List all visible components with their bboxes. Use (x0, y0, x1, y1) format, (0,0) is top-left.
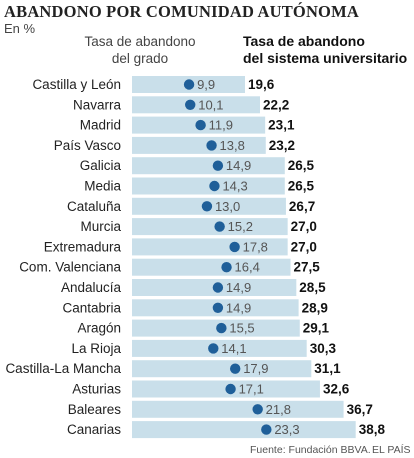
system-rate-label: 30,3 (310, 341, 337, 356)
row-label: Cantabria (62, 300, 121, 315)
publisher-credit: EL PAÍS (372, 444, 411, 456)
grade-rate-label: 15,2 (228, 219, 253, 234)
row-label: Murcia (80, 219, 121, 234)
system-rate-label: 26,7 (289, 199, 315, 214)
row-label: Aragón (77, 321, 121, 336)
row-label: Media (84, 179, 121, 194)
dot-grade-rate (216, 322, 227, 334)
bar-system-rate (132, 360, 312, 378)
grade-rate-label: 15,5 (229, 321, 254, 336)
row-label: Andalucía (61, 280, 122, 295)
bar-system-rate (132, 400, 344, 418)
dot-grade-rate (252, 404, 263, 415)
legend-system-line2: del sistema universitario (243, 50, 408, 66)
bar-system-rate (132, 258, 291, 276)
dot-grade-rate (221, 262, 232, 273)
system-rate-label: 23,2 (269, 138, 295, 153)
dot-grade-rate (212, 302, 224, 313)
system-rate-label: 38,8 (359, 422, 386, 437)
bar-system-rate (132, 96, 260, 114)
bar-system-rate (132, 339, 307, 357)
grade-rate-label: 14,9 (226, 300, 251, 315)
grade-rate-label: 14,1 (221, 341, 246, 356)
grade-rate-label: 9,9 (197, 77, 215, 92)
bar-system-rate (132, 319, 300, 337)
grade-rate-label: 16,4 (235, 260, 260, 275)
grade-rate-label: 11,9 (209, 118, 233, 133)
grade-rate-label: 14,9 (226, 158, 251, 173)
dot-grade-rate (229, 363, 241, 374)
row-label: Galicia (80, 158, 122, 173)
grade-rate-label: 17,9 (243, 361, 268, 376)
grade-rate-label: 23,3 (274, 422, 299, 437)
system-rate-label: 32,6 (323, 382, 350, 397)
dot-grade-rate (208, 343, 219, 354)
legend-grade-line1: Tasa de abandono (84, 34, 196, 49)
row-label: Canarias (67, 422, 121, 437)
row-label: Navarra (73, 97, 122, 112)
row-label: Asturias (72, 382, 121, 397)
dot-grade-rate (261, 424, 272, 435)
dot-grade-rate (183, 79, 195, 90)
bar-system-rate (132, 238, 288, 256)
row-label: Castilla-La Mancha (5, 361, 121, 376)
row-label: Baleares (68, 402, 122, 417)
bar-system-rate (132, 421, 356, 439)
dot-grade-rate (201, 201, 213, 212)
grade-rate-label: 17,8 (243, 239, 268, 254)
row-label: Com. Valenciana (19, 260, 121, 275)
grade-rate-label: 17,1 (239, 382, 264, 397)
system-rate-label: 22,2 (263, 97, 289, 112)
system-rate-label: 36,7 (347, 402, 373, 417)
dot-grade-rate (214, 221, 225, 232)
system-rate-label: 26,5 (288, 158, 315, 173)
system-rate-label: 31,1 (314, 361, 341, 376)
chart-title: ABANDONO POR COMUNIDAD AUTÓNOMA (4, 2, 359, 21)
dot-grade-rate (212, 282, 224, 293)
row-label: La Rioja (71, 341, 121, 356)
dot-grade-rate (209, 180, 220, 192)
system-rate-label: 19,6 (248, 77, 275, 92)
grade-rate-label: 14,3 (222, 179, 247, 194)
dot-grade-rate (206, 140, 217, 151)
source-note: Fuente: Fundación BBVA. (250, 444, 371, 456)
dot-grade-rate (225, 383, 236, 395)
legend-grade-rate: Tasa de abandono del grado (70, 33, 210, 67)
dot-grade-rate (229, 241, 240, 253)
row-label: País Vasco (54, 138, 121, 153)
system-rate-label: 27,5 (294, 260, 321, 275)
system-rate-label: 26,5 (288, 179, 315, 194)
legend-grade-line2: del grado (111, 51, 169, 66)
grade-rate-label: 21,8 (266, 402, 291, 417)
legend-system-line1: Tasa de abandono (243, 33, 365, 49)
row-label: Cataluña (67, 199, 122, 214)
bar-system-rate (132, 157, 285, 175)
dot-grade-rate (185, 99, 196, 111)
grade-rate-label: 14,9 (226, 280, 251, 295)
system-rate-label: 23,1 (268, 118, 295, 133)
grade-rate-label: 13,0 (215, 199, 240, 214)
dot-grade-rate (212, 160, 224, 171)
system-rate-label: 29,1 (303, 321, 330, 336)
grade-rate-label: 13,8 (220, 138, 245, 153)
legend-system-rate: Tasa de abandono del sistema universitar… (243, 33, 413, 67)
grade-rate-label: 10,1 (198, 97, 223, 112)
system-rate-label: 27,0 (291, 219, 317, 234)
bar-system-rate (132, 136, 266, 154)
unit-label: En % (4, 21, 36, 36)
row-label: Castilla y León (32, 77, 121, 92)
system-rate-label: 28,5 (299, 280, 326, 295)
row-label: Extremadura (44, 239, 122, 254)
row-label: Madrid (80, 118, 121, 133)
dot-grade-rate (195, 119, 206, 131)
bar-system-rate (132, 218, 288, 236)
system-rate-label: 28,9 (302, 300, 328, 315)
bar-system-rate (132, 177, 285, 195)
system-rate-label: 27,0 (291, 239, 317, 254)
